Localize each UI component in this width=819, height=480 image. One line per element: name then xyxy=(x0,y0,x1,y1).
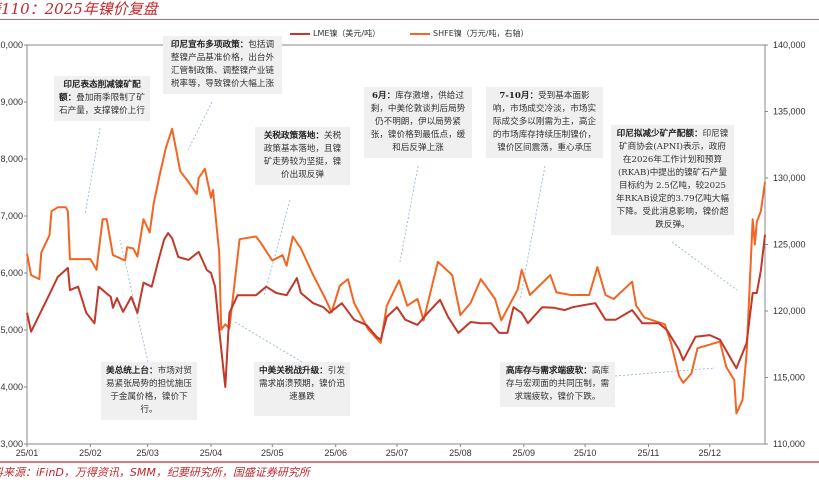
annotation-heading: 7-10月： xyxy=(499,91,539,101)
left-tick-label: 18,000 xyxy=(0,154,23,164)
right-tick-label: 120,000 xyxy=(773,306,806,316)
x-tick-label: 25/01 xyxy=(16,448,39,458)
legend-swatch-shfe xyxy=(410,32,430,35)
connector-line xyxy=(614,367,716,377)
left-tick-label: 13,000 xyxy=(0,439,23,449)
x-tick-label: 25/06 xyxy=(324,448,347,458)
x-tick-label: 25/12 xyxy=(699,448,722,458)
connector-line xyxy=(234,321,303,363)
x-tick-label: 25/07 xyxy=(386,448,409,458)
annotation-heading: 美总统上台： xyxy=(106,366,158,376)
annotation-body: 印尼镍矿商协会(APNI)表示，政府在2026年工作计划和预算(RKAB)中提出… xyxy=(616,129,729,230)
connector-line xyxy=(519,165,546,301)
right-tick-label: 140,000 xyxy=(773,40,806,50)
annotation-high-inventory: 高库存与需求端疲软：高库存与宏观面的共同压制，需求端疲软，镍价下跌。 xyxy=(500,362,615,407)
annotation-heading: 印尼宣布多项政策： xyxy=(170,40,249,50)
annotation-heading: 关税政策落地： xyxy=(263,131,324,141)
x-tick-label: 25/04 xyxy=(200,448,223,458)
legend-label-shfe: SHFE镍（万元/吨，右轴） xyxy=(433,29,529,38)
right-tick-label: 110,000 xyxy=(773,439,805,449)
x-tick-label: 25/09 xyxy=(513,448,536,458)
annotation-body: 库存激增，供给过剩，中美伦敦谈判后局势仍不明朗，伊以局势紧张，镍价格到最低点，缓… xyxy=(370,91,466,153)
title-divider xyxy=(0,19,819,20)
right-tick-label: 130,000 xyxy=(773,173,806,183)
right-tick-label: 125,000 xyxy=(773,240,806,250)
annotation-indonesia-quota-cut: 印尼表态削减镍矿配额：叠加雨季限制了矿石产量，支撑镍价上行 xyxy=(54,76,150,121)
annotation-jul-oct: 7-10月：受到基本面影响，市场成交冷淡，市场实际成交多以刚需为主，高企的市场库… xyxy=(486,87,603,158)
legend-swatch-lme xyxy=(290,32,310,35)
left-tick-label: 16,000 xyxy=(0,268,23,278)
annotation-body: 关税政策基本落地，且镍矿走势较为坚挺，镍价出现反弹 xyxy=(263,131,342,180)
legend-shfe: SHFE镍（万元/吨，右轴） xyxy=(410,28,528,39)
x-tick-label: 25/03 xyxy=(136,448,159,458)
right-tick-label: 115,000 xyxy=(773,373,805,383)
legend-lme: LME镍（美元/吨） xyxy=(290,28,380,39)
annotation-tariff-landing: 关税政策落地：关税政策基本落地，且镍矿走势较为坚挺，镍价出现反弹 xyxy=(255,127,350,185)
annotation-tariff-war: 中美关税战升级：引发需求崩溃预期，镍价迅速暴跌 xyxy=(254,362,350,416)
annotation-heading: 印尼表态削减镍矿配额： xyxy=(59,80,141,103)
legend-label-lme: LME镍（美元/吨） xyxy=(313,29,381,38)
annotation-heading: 高库存与需求端疲软： xyxy=(505,366,592,376)
source-note: 料来源：iFinD，万得资讯，SMM，纪要研究所，国盛证券研究所 xyxy=(0,466,310,479)
connector-line xyxy=(263,199,291,297)
annotation-us-president: 美总统上台：市场对贸易紧张局势的担忧施压于金属价格，镍价下行。 xyxy=(101,362,197,420)
x-tick-label: 25/11 xyxy=(638,448,660,458)
x-tick-label: 25/05 xyxy=(261,448,284,458)
annotation-heading: 印尼拟减少矿产配额： xyxy=(616,129,703,139)
right-tick-label: 135,000 xyxy=(773,107,806,117)
connector-line xyxy=(119,239,149,363)
x-tick-label: 25/08 xyxy=(449,448,472,458)
left-tick-label: 19,000 xyxy=(0,97,23,107)
left-tick-label: 14,000 xyxy=(0,382,23,392)
connector-line xyxy=(399,165,419,263)
annotation-body: 高库存与宏观面的共同压制，需求端疲软，镍价下跌。 xyxy=(505,366,610,402)
annotation-indonesia-policies: 印尼宣布多项政策：包括调整镍产品基准价格，出台外汇管制政策、调整镍产业链税率等，… xyxy=(163,36,282,94)
annotation-body: 叠加雨季限制了矿石产量，支撑镍价上行 xyxy=(59,93,145,116)
connector-line xyxy=(84,127,101,216)
left-tick-label: 17,000 xyxy=(0,211,23,221)
annotation-body: 包括调整镍产品基准价格，出台外汇管制政策、调整镍产业链税率等，导致镍价大幅上涨 xyxy=(170,40,275,89)
annotation-indonesia-quota-reduction: 印尼拟减少矿产配额：印尼镍矿商协会(APNI)表示，政府在2026年工作计划和预… xyxy=(611,125,734,235)
connector-line xyxy=(187,101,213,151)
axes: 13,000 14,000 15,000 16,000 17,000 18,000 19,0… xyxy=(0,40,806,458)
annotation-heading: 中美关税战升级： xyxy=(259,366,328,376)
lme-nickel-line xyxy=(26,232,766,388)
chart-title: 表110：2025年镍价复盘 xyxy=(0,0,158,18)
x-tick-label: 25/10 xyxy=(574,448,597,458)
source-divider xyxy=(0,461,819,463)
shfe-nickel-line xyxy=(26,127,766,415)
annotation-body: 引发需求崩溃预期，镍价迅速暴跌 xyxy=(259,366,345,402)
left-tick-label: 20,000 xyxy=(0,40,23,50)
series-lines xyxy=(26,127,766,415)
annotation-body: 市场对贸易紧张局势的担忧施压于金属价格，镍价下行。 xyxy=(106,366,192,415)
annotation-june: 6月：库存激增，供给过剩，中美伦敦谈判后局势仍不明朗，伊以局势紧张，镍价格到最低… xyxy=(364,87,472,158)
left-tick-label: 15,000 xyxy=(0,325,23,335)
annotation-body: 受到基本面影响，市场成交冷淡，市场实际成交多以刚需为主，高企的市场库存持续压制镍… xyxy=(492,91,597,153)
connector-line xyxy=(671,241,738,291)
annotation-heading: 6月： xyxy=(372,91,396,101)
x-tick-label: 25/02 xyxy=(79,448,102,458)
